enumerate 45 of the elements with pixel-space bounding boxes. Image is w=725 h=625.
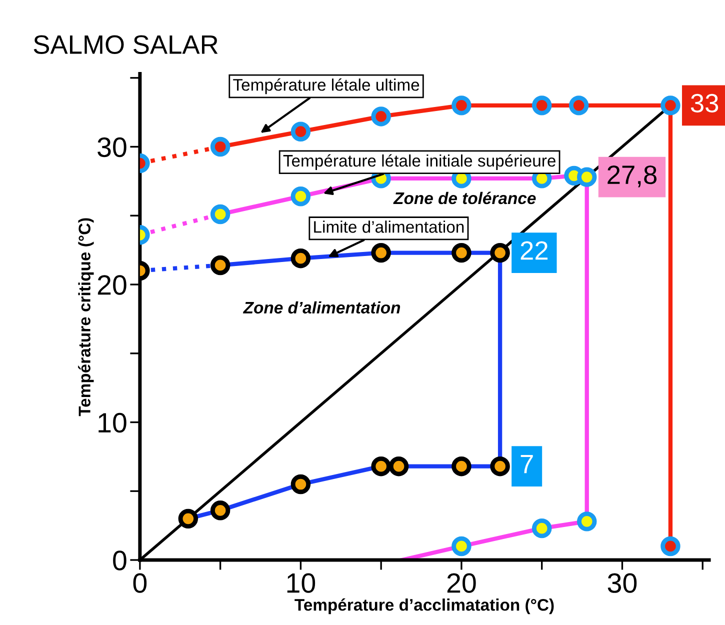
point: [452, 536, 472, 556]
x-tick-label: 30: [608, 573, 637, 593]
annotation: 22: [520, 241, 548, 260]
point: [568, 96, 589, 116]
point: [532, 96, 552, 116]
point: [452, 96, 472, 116]
point: [577, 512, 597, 532]
point: [371, 106, 391, 126]
point: [388, 456, 409, 476]
annotation: 7: [520, 455, 533, 474]
point: [660, 536, 680, 556]
y-tick-label: 30: [98, 137, 126, 158]
point: [452, 456, 472, 476]
chart-title: SALMO SALAR: [34, 35, 218, 54]
point: [532, 518, 552, 538]
annotation: Température létale initiale supérieure: [283, 154, 556, 170]
y-axis-title: Température critique (°C): [78, 218, 94, 416]
point: [290, 122, 311, 142]
point: [210, 204, 230, 224]
x-tick-label: 20: [447, 573, 476, 593]
point: [178, 508, 198, 529]
point: [452, 242, 472, 263]
point: [490, 456, 510, 476]
x-tick-label: 10: [287, 573, 316, 593]
point: [577, 167, 597, 187]
x-axis-title: Température d’acclimatation (°C): [294, 598, 554, 614]
y-tick-label: 0: [113, 550, 126, 570]
point: [290, 186, 311, 206]
point: [290, 474, 311, 494]
point: [210, 255, 230, 276]
y-tick-label: 10: [98, 412, 126, 433]
y-tick-label: 20: [98, 275, 126, 295]
annotation: 33: [690, 94, 718, 113]
annotation: Zone d’alimentation: [242, 301, 400, 314]
annotation: 27,8: [608, 165, 657, 188]
point: [660, 96, 680, 116]
annotation: Zone de tolérance: [393, 192, 536, 204]
point: [210, 500, 230, 520]
annotation: Limite d’alimentation: [314, 220, 464, 233]
point: [371, 456, 391, 476]
point: [290, 248, 311, 268]
x-tick-label: 0: [133, 573, 147, 593]
annotation: Température létale ultime: [233, 78, 420, 94]
point: [371, 242, 391, 263]
point: [490, 242, 510, 263]
